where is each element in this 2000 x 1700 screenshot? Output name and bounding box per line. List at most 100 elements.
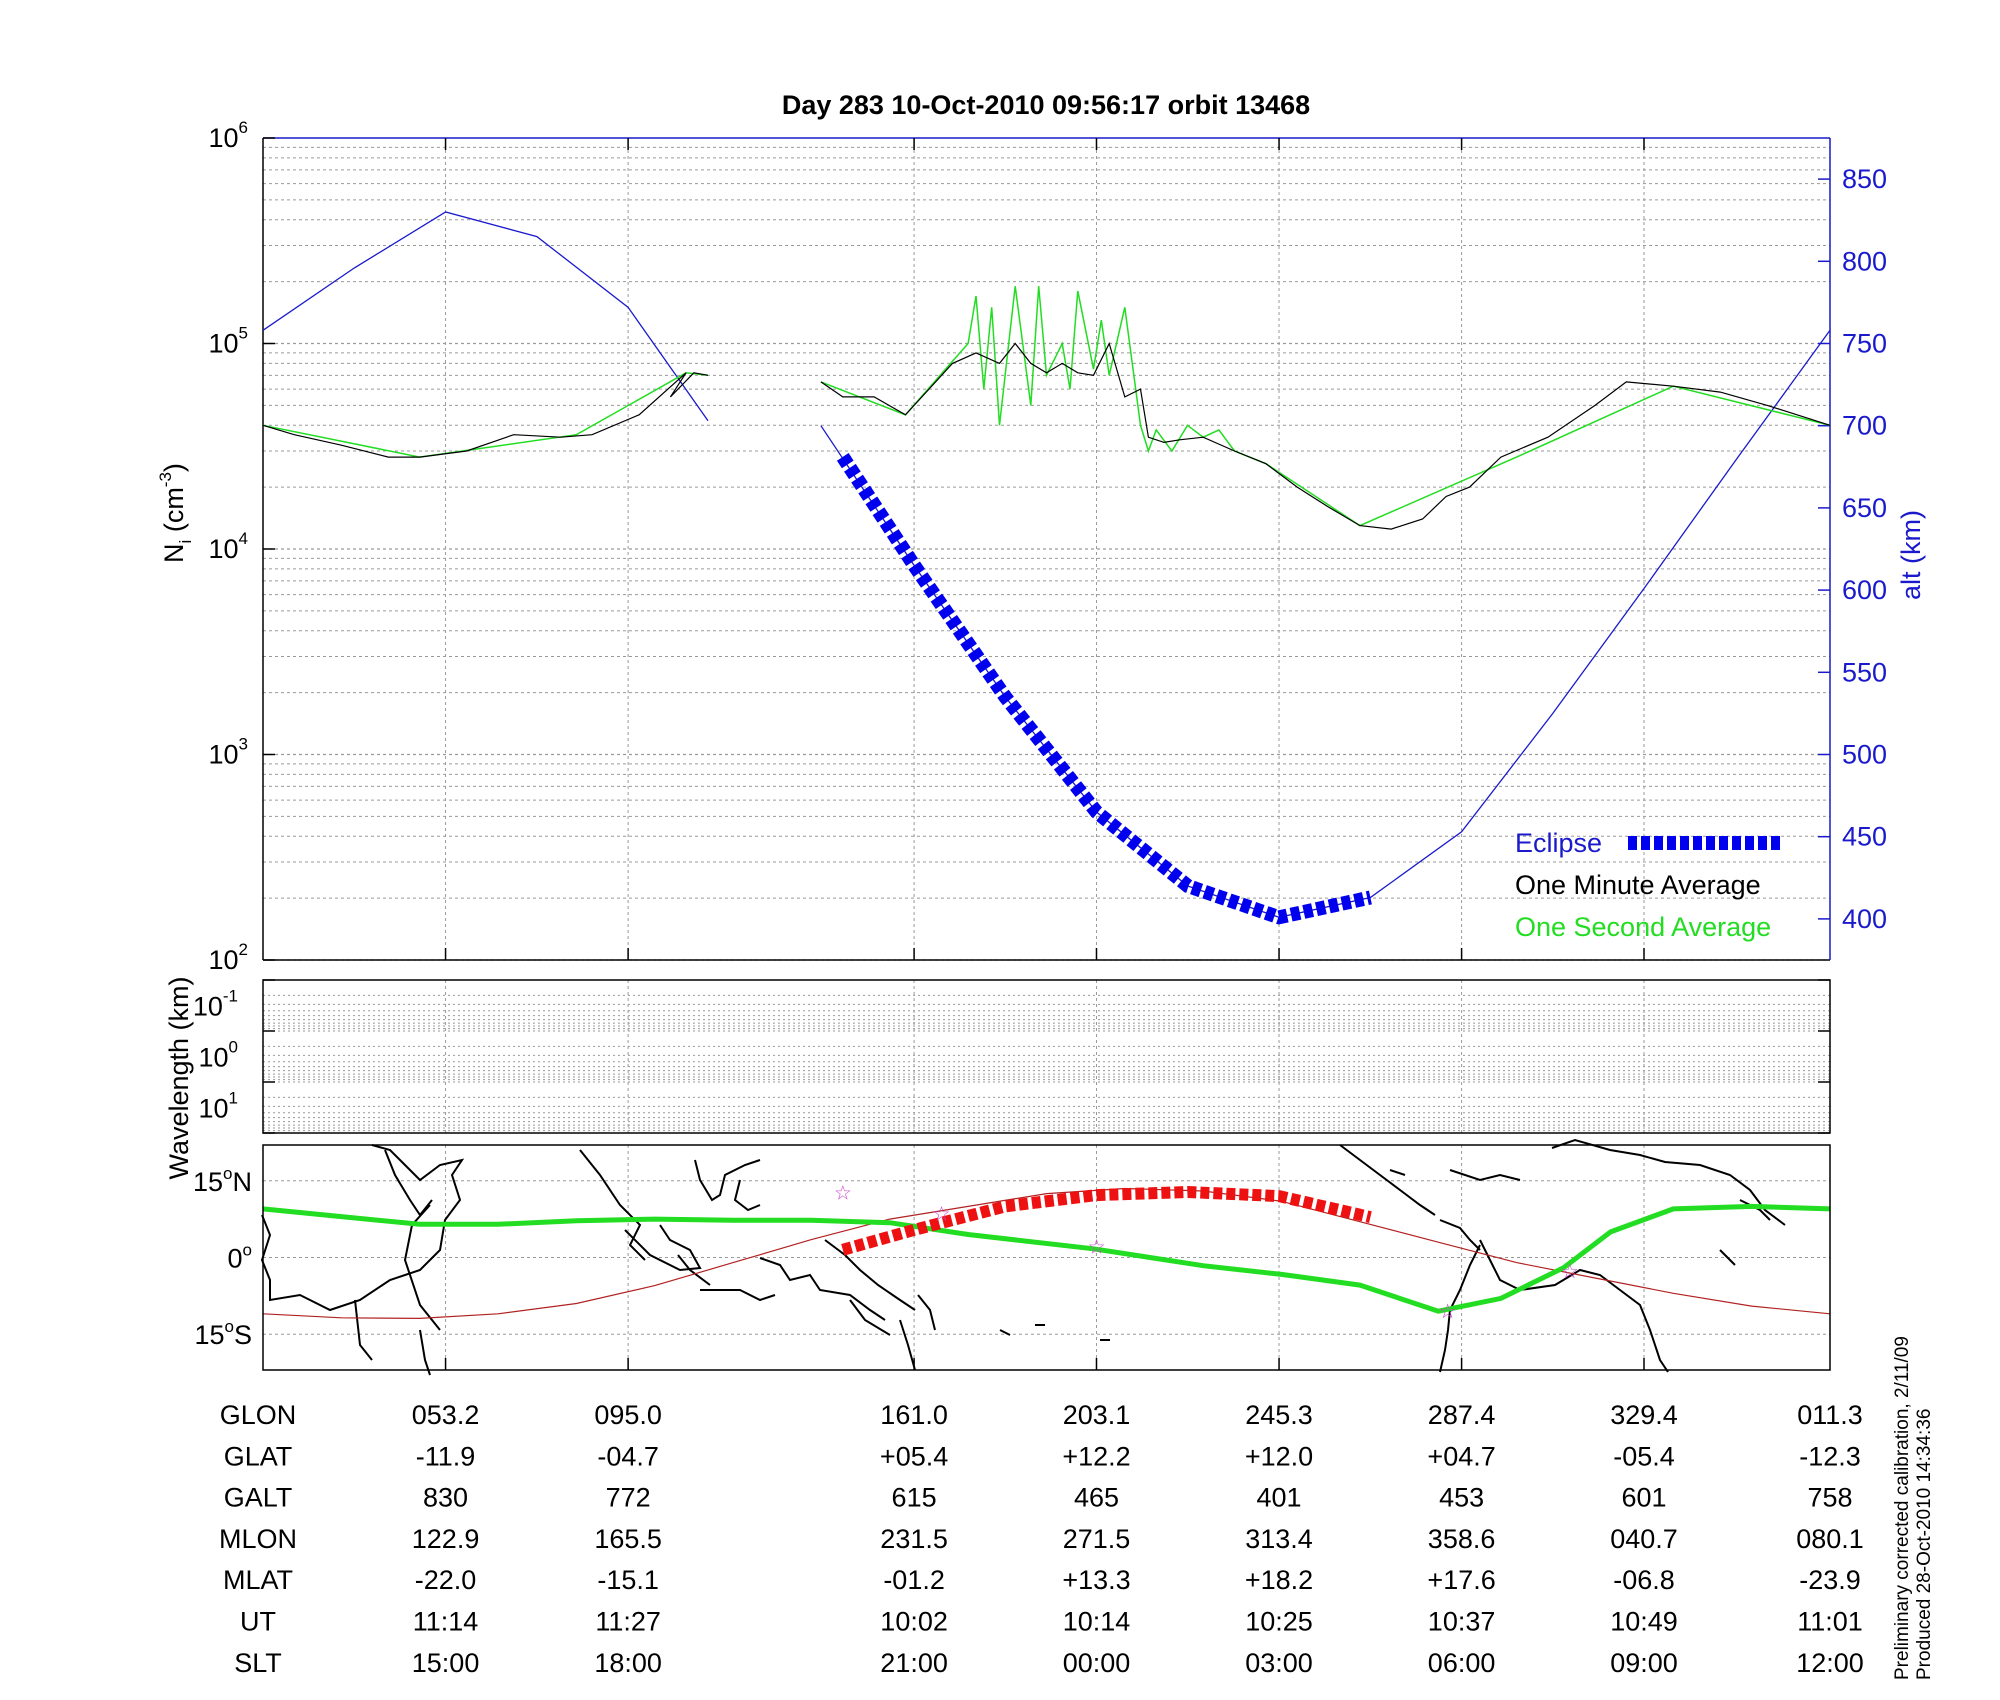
map-gridlines <box>263 1145 1830 1370</box>
left-y-tick-label: 105 <box>208 324 248 359</box>
table-cell: 245.3 <box>1245 1400 1313 1430</box>
wavelength-axis-label: Wavelength (km) <box>164 976 194 1179</box>
table-cell: 03:00 <box>1245 1648 1313 1678</box>
table-cell: 329.4 <box>1610 1400 1678 1430</box>
one-minute-average-line <box>262 341 1831 530</box>
table-cell: 095.0 <box>594 1400 662 1430</box>
table-cell: +12.0 <box>1245 1441 1313 1471</box>
table-cell: -05.4 <box>1613 1441 1675 1471</box>
legend-eclipse-label: Eclipse <box>1515 828 1602 858</box>
tick-hemisphere: S <box>234 1320 252 1350</box>
table-cell: 11:01 <box>1797 1607 1863 1637</box>
table-cell: 165.5 <box>594 1524 662 1554</box>
right-y-tick-label: 700 <box>1842 411 1887 441</box>
table-row-label: MLON <box>219 1524 297 1554</box>
table-cell: -04.7 <box>597 1441 659 1471</box>
right-y-tick-label: 500 <box>1842 740 1887 770</box>
table-cell: +12.2 <box>1062 1441 1130 1471</box>
legend: Eclipse One Minute Average One Second Av… <box>1515 828 1780 942</box>
calibration-note: Preliminary corrected calibration, 2/11/… <box>1892 1336 1913 1680</box>
wavelength-tick-label: 101 <box>198 1089 238 1124</box>
tick-base: 10 <box>208 945 238 975</box>
chart-title: Day 283 10-Oct-2010 09:56:17 orbit 13468 <box>782 90 1310 120</box>
table-row-label: SLT <box>234 1648 282 1678</box>
tick-exponent: 6 <box>239 118 248 137</box>
table-cell: 271.5 <box>1063 1524 1131 1554</box>
map-latitude-tick-label: 0o <box>228 1241 253 1274</box>
table-cell: -11.9 <box>416 1441 476 1471</box>
map-latitude-tick-label: 15oS <box>194 1317 252 1350</box>
table-cell: -12.3 <box>1799 1441 1861 1471</box>
table-cell: 615 <box>892 1483 937 1513</box>
tick-value: 15 <box>194 1320 224 1350</box>
eclipse-line <box>836 453 1372 925</box>
table-cell: 10:25 <box>1245 1607 1313 1637</box>
tick-hemisphere: N <box>233 1167 253 1197</box>
right-y-axis-label: alt (km) <box>1896 510 1926 600</box>
tick-exponent: 2 <box>239 940 248 959</box>
right-y-tick-label: 650 <box>1842 493 1887 523</box>
tick-base: 10 <box>208 534 238 564</box>
legend-one-second-label: One Second Average <box>1515 912 1771 942</box>
table-cell: 453 <box>1439 1483 1484 1513</box>
right-y-tick-label: 850 <box>1842 164 1887 194</box>
right-y-tick-label: 400 <box>1842 904 1887 934</box>
table-cell: 758 <box>1807 1483 1852 1513</box>
table-cell: 10:14 <box>1063 1607 1131 1637</box>
wavelength-tick-label: 10-1 <box>193 987 238 1022</box>
right-y-tick-label: 750 <box>1842 329 1887 359</box>
table-cell: 10:37 <box>1428 1607 1496 1637</box>
table-cell: -06.8 <box>1613 1565 1675 1595</box>
tick-exponent: 0 <box>229 1038 238 1057</box>
right-y-tick-label: 600 <box>1842 575 1887 605</box>
table-cell: 15:00 <box>412 1648 480 1678</box>
tick-value: 15 <box>193 1167 223 1197</box>
tick-base: 10 <box>198 1094 228 1124</box>
table-cell: 11:27 <box>595 1607 661 1637</box>
table-cell: 465 <box>1074 1483 1119 1513</box>
table-cell: 772 <box>606 1483 651 1513</box>
table-cell: -23.9 <box>1799 1565 1861 1595</box>
left-y-tick-label: 104 <box>208 529 248 564</box>
left-y-tick-label: 103 <box>208 735 248 770</box>
wavelength-frame <box>262 979 1831 1134</box>
right-y-tick-label: 800 <box>1842 246 1887 276</box>
table-cell: 203.1 <box>1063 1400 1131 1430</box>
table-cell: 21:00 <box>880 1648 948 1678</box>
tick-degree: o <box>243 1241 252 1260</box>
map-axes-frame <box>262 1144 1831 1371</box>
star-marker: ☆ <box>1439 1301 1457 1323</box>
table-cell: +17.6 <box>1427 1565 1495 1595</box>
tick-exponent: 1 <box>229 1089 238 1108</box>
legend-one-minute-label: One Minute Average <box>1515 870 1761 900</box>
table-cell: 10:49 <box>1610 1607 1678 1637</box>
tick-value: 0 <box>228 1244 243 1274</box>
table-row-label: GLAT <box>224 1441 293 1471</box>
tick-degree: o <box>223 1164 232 1183</box>
table-cell: 12:00 <box>1796 1648 1864 1678</box>
table-cell: -01.2 <box>883 1565 945 1595</box>
table-cell: 18:00 <box>594 1648 662 1678</box>
eclipse-track-line <box>841 1185 1372 1256</box>
produced-note: Produced 28-Oct-2010 14:34:36 <box>1914 1409 1935 1680</box>
table-cell: +05.4 <box>880 1441 948 1471</box>
left-y-tick-label: 106 <box>208 118 248 153</box>
left-y-axis-label: Ni (cm-3) <box>156 463 195 563</box>
table-cell: 09:00 <box>1610 1648 1678 1678</box>
table-cell: 080.1 <box>1796 1524 1864 1554</box>
table-row-label: UT <box>240 1607 276 1637</box>
satellite-track-line <box>262 1203 1831 1314</box>
table-cell: 287.4 <box>1428 1400 1496 1430</box>
table-cell: 122.9 <box>412 1524 480 1554</box>
table-cell: -22.0 <box>415 1565 477 1595</box>
map-frame <box>262 1144 1831 1371</box>
table-cell: -15.1 <box>597 1565 659 1595</box>
map-latitude-tick-label: 15oN <box>193 1164 252 1197</box>
table-cell: 401 <box>1257 1483 1302 1513</box>
right-y-tick-label: 550 <box>1842 657 1887 687</box>
tick-base: 10 <box>193 992 223 1022</box>
table-cell: 11:14 <box>413 1607 479 1637</box>
tick-base: 10 <box>208 329 238 359</box>
